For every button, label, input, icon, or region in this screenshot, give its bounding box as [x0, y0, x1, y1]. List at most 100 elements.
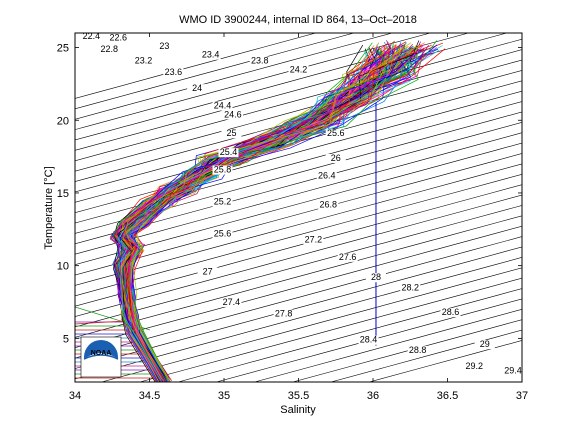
density-contour: [75, 101, 522, 224]
density-contour: [75, 257, 522, 380]
density-contour: [75, 59, 522, 182]
contour-label: 29.4: [504, 365, 522, 375]
contour-label-bg: [108, 33, 129, 43]
density-contour: [75, 122, 522, 245]
contour-label-bg: [218, 148, 239, 158]
contour-label: 27.6: [339, 252, 357, 262]
density-contour: [100, 267, 522, 382]
x-tick-label: 37: [516, 390, 528, 402]
contour-label: 28.6: [442, 307, 460, 317]
contour-label-bg: [316, 171, 337, 181]
contour-label-bg: [222, 110, 243, 120]
density-contour: [75, 33, 508, 151]
profile-line: [124, 40, 438, 382]
contour-label: 25.6: [214, 229, 232, 239]
contour-label-bg: [221, 297, 242, 307]
profile-line: [125, 42, 444, 381]
contour-label-bg: [273, 309, 294, 319]
contour-label: 26.8: [320, 200, 338, 210]
density-contour: [75, 236, 522, 359]
contour-label-bg: [163, 68, 184, 78]
noaa-logo: NOAA: [80, 336, 122, 378]
density-contour: [291, 319, 522, 382]
density-contour: [75, 215, 522, 338]
contour-label: 29.2: [466, 361, 484, 371]
profile-line: [128, 44, 438, 381]
contour-label-bg: [288, 65, 309, 75]
contour-label: 25.4: [220, 147, 238, 157]
contour-label-bg: [200, 50, 221, 60]
contour-label-bg: [337, 252, 358, 262]
density-contour: [75, 246, 522, 369]
profile-line: [113, 47, 387, 381]
contour-label-bg: [440, 308, 461, 318]
density-contour: [253, 308, 522, 382]
profile-line: [118, 52, 380, 381]
x-tick-label: 34.5: [139, 390, 160, 402]
contour-label: 23: [159, 41, 169, 51]
profile-line: [122, 48, 420, 382]
profile-line: [120, 45, 414, 382]
density-contour: [177, 288, 522, 382]
contour-label-bg: [249, 56, 270, 66]
y-tick-label: 15: [57, 188, 69, 200]
contour-label: 25.2: [214, 197, 232, 207]
contour-label-bg: [187, 84, 208, 94]
contour-label: 24.2: [290, 64, 308, 74]
contour-label-bg: [154, 41, 175, 51]
profile-line: [127, 45, 443, 380]
x-tick-label: 36: [367, 390, 379, 402]
contour-label-bg: [318, 200, 339, 210]
density-contour: [75, 33, 470, 141]
density-contour-labels: 22.4 22.6 22.8 23 23.2 23.4 23.6 23.8 24 24.2 24.4…: [81, 31, 522, 376]
contour-label: 24.4: [214, 101, 232, 111]
contour-label: 23.2: [135, 56, 153, 66]
contour-label: 22.4: [83, 31, 101, 41]
contour-label: 25: [226, 128, 236, 138]
profile-line: [118, 51, 403, 382]
contour-label: 22.6: [109, 32, 127, 42]
profile-line: [119, 42, 411, 382]
density-contour: [75, 194, 522, 317]
contour-label-bg: [212, 229, 233, 239]
contour-label-bg: [474, 340, 495, 350]
density-contour: [75, 33, 394, 120]
contour-label: 26: [331, 153, 341, 163]
density-contour: [75, 184, 522, 307]
profile-line: [117, 45, 394, 381]
density-contour: [75, 33, 432, 130]
x-axis-label: Salinity: [280, 404, 316, 416]
profile-line: [132, 46, 409, 381]
profile-line: [115, 47, 425, 382]
profile-line: [127, 48, 436, 380]
contour-label-bg: [303, 235, 324, 245]
noaa-logo-text: NOAA: [91, 350, 112, 357]
y-axis-ticks: 5 10 15 20 25: [57, 43, 522, 345]
density-contour: [75, 33, 317, 99]
contour-label-bg: [464, 361, 485, 371]
y-axis-label: Temperature [°C]: [43, 166, 55, 249]
profile-line: [115, 46, 413, 382]
profile-line: [118, 46, 419, 382]
contour-label-bg: [325, 153, 346, 163]
contour-label: 23.4: [202, 50, 220, 60]
profile-line: [128, 44, 425, 382]
contour-label: 25.6: [327, 128, 345, 138]
density-contour: [215, 298, 522, 382]
density-contour: [75, 132, 522, 255]
density-contour: [75, 80, 522, 203]
y-tick-label: 20: [57, 115, 69, 127]
contour-label: 27.4: [223, 297, 241, 307]
contour-label: 24: [192, 83, 202, 93]
profile-line: [120, 53, 426, 382]
profile-line: [123, 44, 432, 382]
contour-label-bg: [81, 33, 102, 41]
contour-label: 29: [480, 339, 490, 349]
contour-label-bg: [221, 129, 242, 139]
profile-line: [121, 50, 425, 382]
density-contour: [75, 142, 522, 265]
contour-label-bg: [197, 267, 218, 277]
contour-label: 27.2: [305, 234, 323, 244]
y-tick-label: 5: [63, 333, 69, 345]
